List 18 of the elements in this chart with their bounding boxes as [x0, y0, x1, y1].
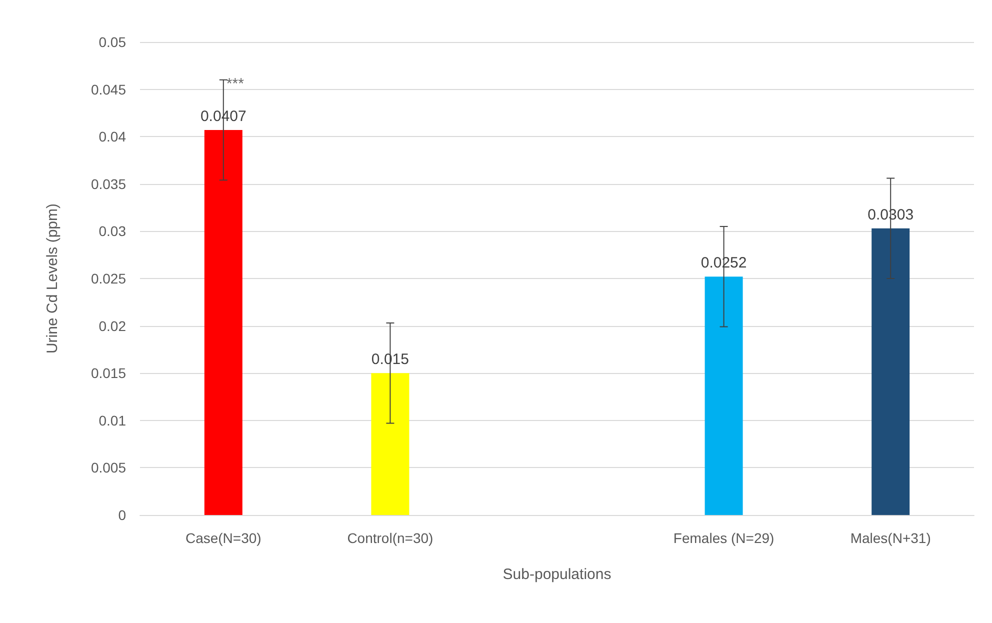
x-axis-title: Sub-populations	[502, 566, 612, 583]
x-tick-label: Control(n=30)	[347, 530, 434, 546]
y-axis-title: Urine Cd Levels (ppm)	[44, 203, 61, 354]
y-tick-label: 0	[118, 507, 126, 523]
y-tick-label: 0.005	[90, 460, 126, 476]
y-tick-label: 0.03	[98, 223, 126, 240]
y-tick-label: 0.04	[98, 128, 126, 145]
y-tick-label: 0.05	[98, 34, 126, 50]
annotation: ***	[226, 75, 244, 92]
y-tick-label: 0.045	[90, 81, 126, 98]
x-tick-label: Case(N=30)	[185, 530, 262, 546]
y-tick-label: 0.02	[98, 318, 126, 334]
x-tick-label: Females (N=29)	[673, 530, 774, 546]
y-tick-label: 0.01	[98, 412, 126, 428]
y-tick-label: 0.025	[90, 270, 126, 286]
y-tick-label: 0.015	[90, 365, 126, 382]
x-tick-label: Males(N+31)	[850, 530, 931, 546]
y-tick-label: 0.035	[90, 176, 126, 192]
